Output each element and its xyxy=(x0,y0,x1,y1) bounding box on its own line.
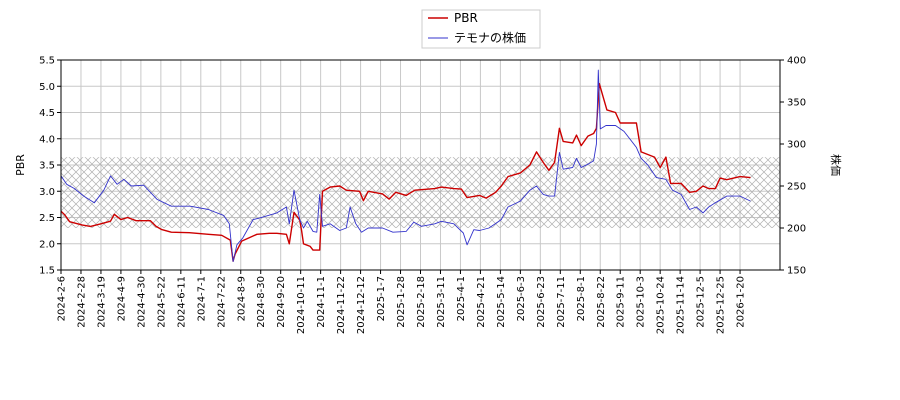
x-tick-label: 2025-2-18 xyxy=(416,276,427,328)
x-tick-label: 2025-4-21 xyxy=(476,276,487,328)
x-tick-label: 2025-8-1 xyxy=(576,276,587,321)
x-tick-label: 2024-5-22 xyxy=(156,276,167,328)
right-tick-label: 200 xyxy=(787,224,806,235)
x-tick-label: 2024-2-6 xyxy=(57,276,68,321)
x-tick-label: 2026-1-20 xyxy=(736,276,747,328)
x-tick-label: 2024-9-20 xyxy=(276,276,287,328)
legend-box xyxy=(421,9,541,49)
x-tick-label: 2024-12-12 xyxy=(356,276,367,334)
x-tick-label: 2025-1-7 xyxy=(376,276,387,321)
left-tick-label: 4.0 xyxy=(39,134,55,145)
left-tick-label: 2.0 xyxy=(39,239,55,250)
pbr-line xyxy=(61,82,751,262)
x-tick-label: 2025-1-28 xyxy=(396,276,407,328)
x-tick-label: 2025-5-14 xyxy=(496,276,507,328)
left-tick-label: 2.5 xyxy=(39,213,55,224)
x-tick-label: 2025-6-23 xyxy=(536,276,547,328)
x-tick-label: 2025-12-25 xyxy=(716,276,727,334)
stock-price-line xyxy=(61,69,751,263)
x-tick-label: 2025-8-22 xyxy=(596,276,607,328)
right-axis-label: 株価 xyxy=(829,154,843,176)
x-tick-label: 2024-8-9 xyxy=(236,276,247,321)
x-tick-label: 2025-9-11 xyxy=(616,276,627,328)
x-tick-label: 2025-7-11 xyxy=(556,276,567,328)
x-tick-label: 2024-4-9 xyxy=(116,276,127,321)
right-tick-label: 250 xyxy=(787,182,806,193)
x-tick-label: 2025-6-3 xyxy=(516,276,527,321)
x-tick-label: 2024-8-30 xyxy=(256,276,267,328)
right-tick-label: 350 xyxy=(787,98,806,109)
x-tick-label: 2025-4-1 xyxy=(456,276,467,321)
x-tick-label: 2025-11-14 xyxy=(676,276,687,334)
x-tick-label: 2024-4-30 xyxy=(136,276,147,328)
left-axis-label: PBR xyxy=(14,154,27,176)
left-tick-label: 5.5 xyxy=(39,56,55,67)
x-axis-ticks: 2024-2-6 2024-2-28 2024-3-19 2024-4-9 2024-4… xyxy=(57,270,747,334)
x-tick-label: 2024-6-11 xyxy=(176,276,187,328)
legend-pbr-label: PBR xyxy=(454,11,478,25)
x-tick-label: 2024-3-19 xyxy=(96,276,107,328)
right-tick-label: 300 xyxy=(787,140,806,151)
x-tick-label: 2025-3-11 xyxy=(436,276,447,328)
right-axis-ticks: 150 200 250 300 350 400 xyxy=(780,56,806,277)
x-tick-label: 2024-10-11 xyxy=(296,276,307,334)
left-tick-label: 1.5 xyxy=(39,266,55,277)
x-tick-label: 2024-7-1 xyxy=(196,276,207,321)
x-tick-label: 2025-10-24 xyxy=(656,276,667,334)
legend: PBR テモナの株価 xyxy=(421,9,541,49)
legend-price-label: テモナの株価 xyxy=(454,30,526,45)
shaded-band xyxy=(61,157,780,228)
right-tick-label: 400 xyxy=(787,56,806,67)
x-tick-label: 2025-10-3 xyxy=(636,276,647,328)
x-tick-label: 2024-11-22 xyxy=(336,276,347,334)
x-tick-label: 2024-2-28 xyxy=(76,276,87,328)
left-tick-label: 3.0 xyxy=(39,187,55,198)
left-tick-label: 3.5 xyxy=(39,161,55,172)
x-tick-label: 2024-7-22 xyxy=(216,276,227,328)
left-tick-label: 4.5 xyxy=(39,108,55,119)
x-tick-label: 2024-11-1 xyxy=(316,276,327,328)
x-tick-label: 2025-12-5 xyxy=(696,276,707,328)
right-tick-label: 150 xyxy=(787,266,806,277)
left-axis-ticks: 1.5 2.0 2.5 3.0 3.5 4.0 4.5 5.0 5.5 xyxy=(39,56,61,277)
series-layer xyxy=(61,69,751,263)
left-tick-label: 5.0 xyxy=(39,82,55,93)
